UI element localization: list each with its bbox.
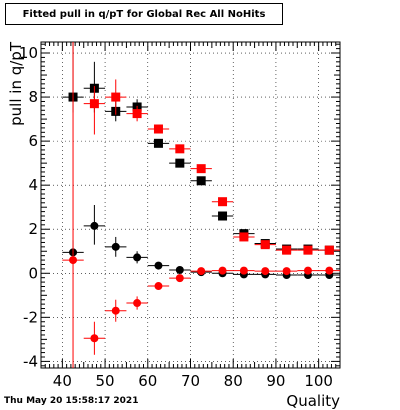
data-point-circle (154, 261, 163, 270)
data-point-square (89, 99, 99, 109)
data-point-square (303, 245, 313, 255)
x-tick-label: 100 (304, 372, 333, 390)
chart-title: Fitted pull in q/pT for Global Rec All N… (5, 3, 283, 25)
data-point-square (239, 232, 249, 242)
data-point-square (111, 92, 121, 102)
data-point-circle (90, 334, 99, 343)
x-axis-label: Quality (286, 392, 340, 410)
data-point-square (218, 211, 228, 221)
data-point-circle (303, 266, 312, 275)
y-tick-label: 2 (28, 220, 38, 238)
data-point-circle (239, 266, 248, 275)
data-point-square (282, 245, 292, 255)
data-point-circle (282, 267, 291, 276)
data-point-circle (175, 265, 184, 274)
data-point-circle (111, 306, 120, 315)
data-point-circle (261, 267, 270, 276)
x-tick-label: 50 (96, 372, 115, 390)
y-tick-label: -4 (23, 352, 38, 370)
y-tick-label: 10 (19, 44, 38, 62)
data-point-circle (218, 266, 227, 275)
data-point-circle (197, 267, 206, 276)
data-point-circle (69, 256, 78, 265)
data-point-circle (175, 274, 184, 283)
data-point-square (196, 176, 206, 186)
data-point-circle (133, 299, 142, 308)
y-axis-label: pull in q/pT (7, 41, 25, 126)
data-point-square (175, 144, 185, 154)
data-point-circle (325, 266, 334, 275)
data-point-square (324, 245, 334, 255)
y-tick-label: -2 (23, 308, 38, 326)
x-tick-label: 40 (53, 372, 72, 390)
y-tick-label: 6 (28, 132, 38, 150)
y-tick-label: 8 (28, 88, 38, 106)
x-tick-label: 60 (138, 372, 157, 390)
y-tick-label: 0 (28, 264, 38, 282)
data-point-circle (111, 242, 120, 251)
data-point-square (132, 109, 142, 119)
x-tick-label: 90 (266, 372, 285, 390)
x-tick-label: 80 (224, 372, 243, 390)
data-point-square (175, 158, 185, 168)
timestamp: Thu May 20 15:58:17 2021 (4, 396, 139, 406)
data-point-square (153, 138, 163, 148)
data-point-square (153, 124, 163, 134)
data-point-circle (133, 253, 142, 262)
y-tick-label: 4 (28, 176, 38, 194)
x-tick-label: 70 (181, 372, 200, 390)
data-point-square (260, 240, 270, 250)
data-point-circle (90, 221, 99, 230)
data-point-circle (154, 282, 163, 291)
data-point-square (196, 164, 206, 174)
plot-frame (40, 41, 341, 369)
data-point-square (218, 197, 228, 207)
